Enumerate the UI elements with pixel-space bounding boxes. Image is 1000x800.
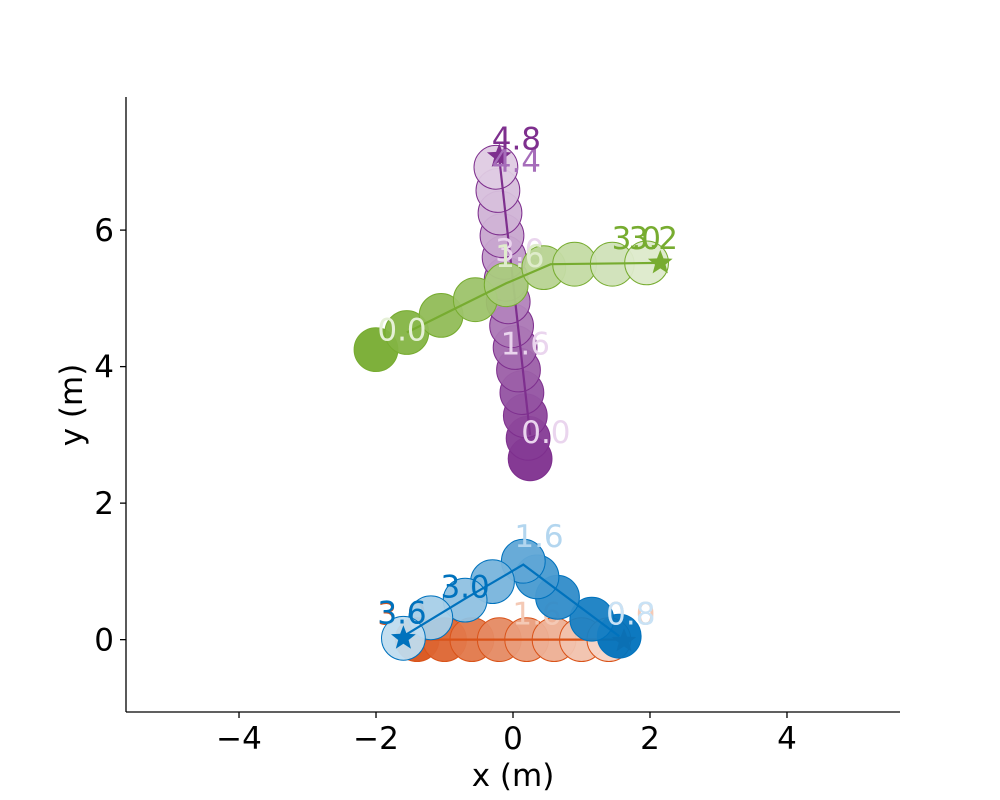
agent-3-goal-star-icon: [647, 249, 673, 274]
agent-2-position-circle: [473, 144, 519, 190]
x-tick-label: 4: [777, 721, 797, 757]
x-tick-label: −2: [353, 721, 399, 757]
x-tick-label: −4: [216, 721, 262, 757]
agent-3-position-circle: [483, 262, 529, 308]
agent-1-time-label: 3.6: [377, 595, 426, 631]
x-ticks: −4 −2 0 2 4: [216, 712, 797, 757]
agent-1-path-line: [402, 563, 620, 638]
agent-3-trajectory: 0.0 1.6 3.03.2: [353, 221, 678, 373]
agent-2-time-label: 1.6: [501, 326, 550, 362]
agent-2-time-label: 4.4: [492, 144, 541, 180]
agent-1-time-label: 1.6: [514, 519, 563, 555]
plot-area: 3.0 1.6 0.0 0.8 1.6 3.0 3.6 0.0 1.6 3.0 4.44.8 0.0 1…: [353, 122, 678, 662]
agent-3-time-label: 1.6: [495, 239, 544, 275]
agent-2-time-label: 0.0: [521, 415, 570, 451]
agent-1-trajectory: 0.8 1.6 3.0 3.6: [377, 519, 655, 661]
y-tick-label: 6: [94, 213, 114, 249]
y-ticks: 0 2 4 6: [94, 213, 126, 659]
x-tick-label: 0: [503, 721, 523, 757]
agent-2-goal-star-icon: [486, 143, 512, 167]
y-tick-label: 4: [94, 350, 114, 386]
agent-3-time-label: 0.0: [377, 313, 426, 349]
agent-3-path-line: [406, 261, 661, 334]
y-tick-label: 2: [94, 486, 114, 522]
agent-1-time-label: 0.8: [606, 597, 655, 633]
x-tick-label: 2: [640, 721, 660, 757]
agent-1-goal-star-icon: [391, 625, 416, 649]
y-axis-label: y (m): [54, 364, 90, 447]
agent-3-time-label: 3.2: [629, 221, 678, 257]
x-axis-label: x (m): [472, 758, 555, 794]
agent-2-time-label: 4.8: [492, 122, 541, 158]
y-tick-label: 0: [94, 623, 114, 659]
agent-3-time-label: 3.0: [612, 221, 661, 257]
agent-1-time-label: 3.0: [440, 569, 489, 605]
